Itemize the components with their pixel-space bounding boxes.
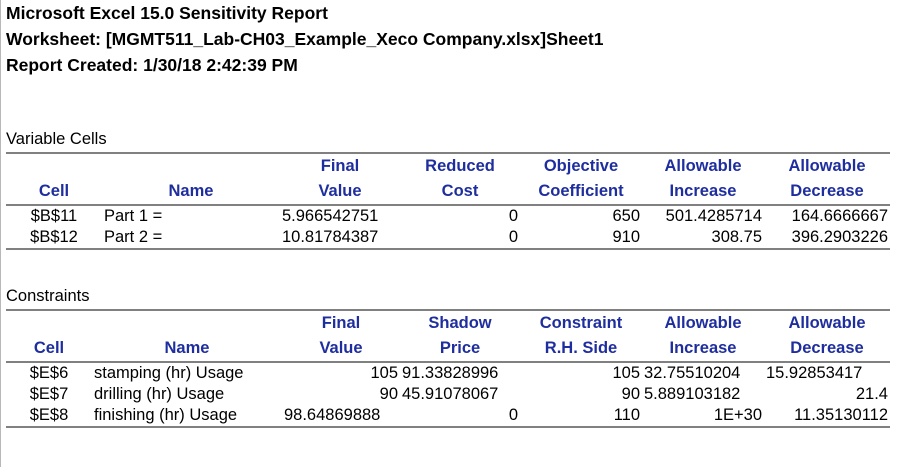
vc-header-1-1 [102,153,280,179]
vc-header-cost: Cost [400,179,520,206]
c-header-constraint: Constraint [539,314,623,332]
c-header-allowable-dec: Allowable [788,314,866,332]
constraints-label: Constraints [6,287,90,305]
vc-header-allowable-dec: Allowable [788,157,866,175]
allowable-decrease: 11.35130112 [764,405,890,428]
vc-header-objective: Objective [543,157,619,175]
reduced-cost: 0 [508,207,518,225]
c-header-cell: Cell [6,336,92,363]
cell-name: drilling (hr) Usage [94,385,225,403]
vc-header-reduced: Reduced [425,157,495,175]
final-value: 98.64869888 [282,405,400,428]
constraints-table: Final Shadow Constraint Allowable Allowa… [6,309,890,428]
cell-ref: $B$11 [30,207,78,225]
c-header-final: Final [321,314,361,332]
c-header-increase: Increase [642,336,764,363]
cell-name: stamping (hr) Usage [94,364,244,382]
allowable-increase: 5.889103182 [644,385,741,403]
final-value: 105 [370,364,398,382]
left-border [0,0,1,467]
cell-ref: $E$8 [6,405,92,428]
allowable-increase: 501.4285714 [665,207,762,225]
c-header-shadow: Shadow [428,314,492,332]
cell-name: finishing (hr) Usage [92,405,282,428]
c-header-value: Value [282,336,400,363]
vc-header-value: Value [280,179,400,206]
reduced-cost: 0 [400,227,520,250]
final-value: 90 [379,385,398,403]
vc-header-name: Name [102,179,280,206]
vc-header-1-0 [6,153,102,179]
vc-header-decrease: Decrease [764,179,890,206]
c-header-rhs: R.H. Side [520,336,642,363]
cell-ref: $B$12 [6,227,102,250]
cell-name: Part 2 = [102,227,280,250]
shadow-price: 45.91078067 [402,385,499,403]
table-row: $B$12 Part 2 = 10.81784387 0 910 308.75 … [6,227,890,250]
final-value: 5.966542751 [282,207,379,225]
table-row: $E$6 stamping (hr) Usage 105 91.33828996… [6,362,890,384]
shadow-price: 0 [400,405,520,428]
allowable-increase: 308.75 [642,227,764,250]
report-worksheet: Worksheet: [MGMT511_Lab-CH03_Example_Xec… [6,29,604,49]
objective-coefficient: 910 [520,227,642,250]
rhs-side: 90 [621,385,640,403]
report-title: Microsoft Excel 15.0 Sensitivity Report [6,3,328,23]
vc-header-coefficient: Coefficient [520,179,642,206]
table-row: $B$11 Part 1 = 5.966542751 0 650 501.428… [6,205,890,227]
table-row: $E$7 drilling (hr) Usage 90 45.91078067 … [6,384,890,405]
allowable-decrease: 21.4 [855,385,888,403]
cell-ref: $E$6 [29,364,69,382]
c-header-price: Price [400,336,520,363]
vc-header-final: Final [320,157,360,175]
allowable-decrease: 15.92853417 [766,364,863,382]
allowable-decrease: 396.2903226 [764,227,890,250]
c-header-1-0 [6,310,92,336]
variable-cells-table: Final Reduced Objective Allowable Allowa… [6,152,890,250]
allowable-increase: 32.75510204 [644,364,741,382]
report-created: Report Created: 1/30/18 2:42:39 PM [6,55,298,75]
c-header-name: Name [92,336,282,363]
shadow-price: 91.33828996 [402,364,499,382]
c-header-allowable-inc: Allowable [664,314,742,332]
table-row: $E$8 finishing (hr) Usage 98.64869888 0 … [6,405,890,428]
rhs-side: 105 [612,364,640,382]
rhs-side: 110 [520,405,642,428]
vc-header-cell: Cell [6,179,102,206]
cell-name: Part 1 = [104,207,163,225]
variable-cells-label: Variable Cells [6,130,107,148]
objective-coefficient: 650 [612,207,640,225]
allowable-decrease: 164.6666667 [791,207,888,225]
c-header-decrease: Decrease [764,336,890,363]
cell-ref: $E$7 [29,385,69,403]
c-header-1-1 [92,310,282,336]
vc-header-increase: Increase [642,179,764,206]
final-value: 10.81784387 [280,227,400,250]
vc-header-allowable-inc: Allowable [664,157,742,175]
allowable-increase: 1E+30 [642,405,764,428]
